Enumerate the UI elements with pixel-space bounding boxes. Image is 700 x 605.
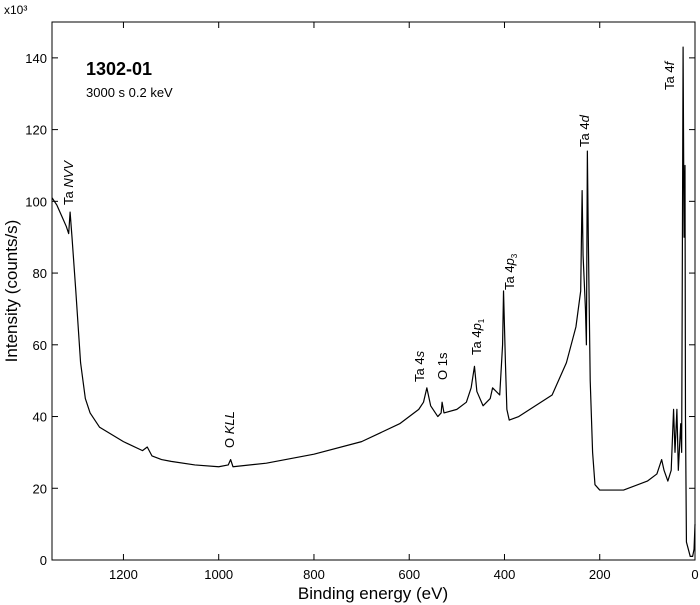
y-tick-label: 80 [33, 266, 47, 281]
annotation-italic: KLL [222, 411, 237, 434]
peak-annotation: Ta 4p3 [502, 253, 519, 290]
annotation-text: Ta 4 [412, 357, 427, 382]
y-scale-label: x10³ [4, 3, 27, 17]
x-tick-label: 0 [691, 567, 698, 582]
peak-annotation: O KLL [222, 411, 237, 448]
annotation-subscript: 3 [510, 253, 519, 258]
spectrum-line [51, 46, 696, 558]
peak-annotation: Ta 4f [662, 60, 677, 90]
annotation-italic: s [412, 350, 427, 357]
y-tick-label: 100 [25, 194, 47, 209]
annotation-italic: d [577, 114, 592, 122]
annotation-text: Ta 4 [577, 122, 592, 147]
y-axis-label: Intensity (counts/s) [2, 220, 21, 363]
annotation-italic: f [662, 60, 677, 65]
annotation-text: Ta 4 [502, 265, 517, 290]
peak-annotation: O 1s [435, 352, 450, 380]
x-tick-label: 1000 [204, 567, 233, 582]
peak-annotation: Ta NVV [61, 160, 76, 205]
x-tick-label: 200 [589, 567, 611, 582]
peak-annotation: Ta 4s [412, 350, 427, 382]
y-tick-label: 0 [40, 553, 47, 568]
annotation-text: Ta 4 [469, 330, 484, 355]
x-tick-label: 400 [494, 567, 516, 582]
annotation-italic: p [502, 258, 517, 266]
annotation-italic: p [469, 323, 484, 331]
x-tick-label: 1200 [109, 567, 138, 582]
peak-annotation: Ta 4p1 [469, 318, 486, 355]
annotation-text: O 1s [435, 352, 450, 380]
annotation-text: O [222, 434, 237, 448]
y-tick-label: 60 [33, 338, 47, 353]
y-tick-label: 140 [25, 51, 47, 66]
annotation-text: Ta 4 [662, 65, 677, 90]
x-tick-label: 600 [398, 567, 420, 582]
y-tick-label: 40 [33, 410, 47, 425]
chart-subtitle: 3000 s 0.2 keV [86, 85, 173, 100]
plot-frame [51, 21, 696, 561]
y-tick-label: 20 [33, 481, 47, 496]
y-tick-label: 120 [25, 123, 47, 138]
annotation-text: Ta [61, 188, 76, 205]
x-tick-label: 800 [303, 567, 325, 582]
annotation-italic: NVV [61, 160, 76, 188]
chart-title: 1302-01 [86, 59, 152, 79]
peak-annotation: Ta 4d [577, 114, 592, 147]
x-axis-label: Binding energy (eV) [298, 584, 448, 603]
annotation-subscript: 1 [477, 318, 486, 323]
